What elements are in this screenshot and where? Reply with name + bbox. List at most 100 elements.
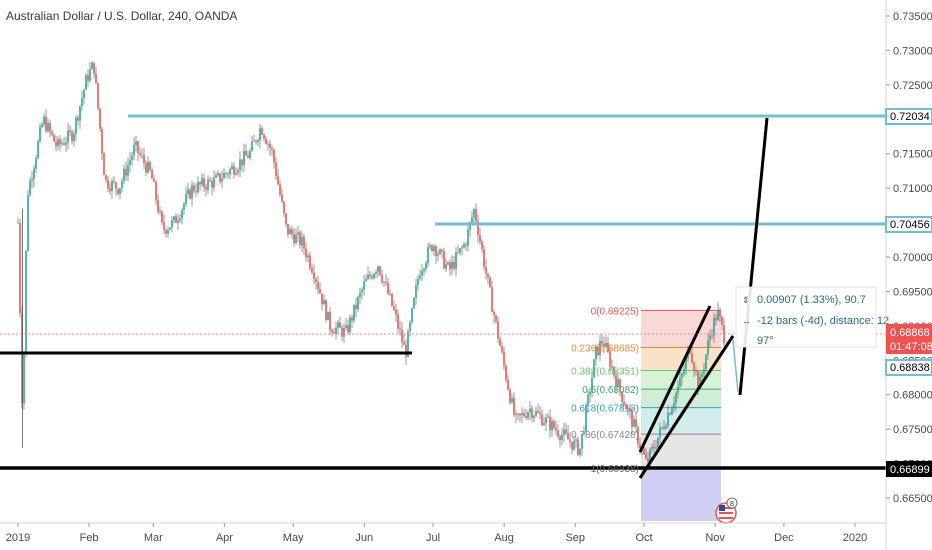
candle-body bbox=[415, 285, 417, 299]
candle-body bbox=[479, 235, 481, 242]
candle-body bbox=[349, 317, 351, 333]
candle-body bbox=[149, 161, 151, 170]
candle-body bbox=[259, 128, 261, 141]
candle-body bbox=[43, 116, 45, 125]
time-tick-label: Mar bbox=[144, 532, 163, 544]
candle-body bbox=[301, 236, 303, 246]
candle-body bbox=[243, 151, 245, 166]
candle-body bbox=[615, 375, 617, 387]
candle-body bbox=[169, 227, 171, 230]
candle-body bbox=[319, 289, 321, 294]
fib-level-label: 0(0.69225) bbox=[591, 306, 639, 317]
candle-body bbox=[491, 287, 493, 312]
time-tick-label: Nov bbox=[705, 532, 725, 544]
candle-body bbox=[667, 413, 669, 427]
candle-body bbox=[465, 244, 467, 246]
candle-body bbox=[463, 244, 465, 248]
candle-body bbox=[561, 434, 563, 441]
candle-body bbox=[375, 271, 377, 274]
candle-body bbox=[621, 391, 623, 402]
candle-body bbox=[325, 300, 327, 320]
candle-body bbox=[365, 279, 367, 282]
candle-body bbox=[705, 354, 707, 369]
candle-body bbox=[335, 327, 337, 334]
candle-body bbox=[681, 373, 683, 378]
svg-text:0.66899: 0.66899 bbox=[890, 464, 930, 476]
candle-body bbox=[537, 411, 539, 413]
candle-body bbox=[563, 429, 565, 435]
candle-body bbox=[517, 413, 519, 415]
candle-body bbox=[117, 188, 119, 195]
price-tag-high: 0.72034 bbox=[885, 108, 932, 125]
drawings[interactable] bbox=[0, 114, 886, 479]
candle-body bbox=[295, 234, 297, 244]
candle-body bbox=[625, 404, 627, 409]
channel-upper-line[interactable] bbox=[638, 305, 712, 453]
candle-body bbox=[605, 343, 607, 347]
svg-text:0.68838: 0.68838 bbox=[890, 362, 930, 374]
bar-countdown: 01:47:08 bbox=[890, 341, 932, 353]
candle-body bbox=[513, 397, 515, 415]
candle-body bbox=[33, 168, 35, 180]
candle-body bbox=[145, 163, 147, 173]
candle-body bbox=[309, 255, 311, 268]
candle-body bbox=[307, 255, 309, 257]
candle-body bbox=[569, 439, 571, 442]
candle-body bbox=[651, 446, 653, 450]
candle-body bbox=[289, 229, 291, 235]
candle-body bbox=[633, 419, 635, 427]
price-tick-label: 0.73500 bbox=[893, 11, 932, 23]
candle-body bbox=[333, 332, 335, 334]
candle-body bbox=[323, 300, 325, 305]
candle-body bbox=[133, 144, 135, 156]
price-tick-label: 0.66500 bbox=[893, 493, 932, 505]
price-tag-close: 0.68838 bbox=[885, 359, 932, 376]
svg-text:8: 8 bbox=[730, 501, 734, 508]
candle-body bbox=[337, 322, 339, 328]
candle-body bbox=[695, 370, 697, 372]
candle-body bbox=[629, 408, 631, 412]
candle-body bbox=[503, 352, 505, 366]
candle-body bbox=[483, 249, 485, 267]
candle-body bbox=[213, 177, 215, 188]
candle-body bbox=[157, 200, 159, 213]
candle-body bbox=[183, 203, 185, 210]
candle-body bbox=[547, 416, 549, 418]
candle-body bbox=[371, 276, 373, 279]
candle-body bbox=[553, 421, 555, 429]
us-flag-event-icon[interactable]: 8 bbox=[715, 497, 738, 524]
candle-body bbox=[417, 279, 419, 286]
candle-body bbox=[623, 401, 625, 405]
candle-body bbox=[237, 169, 239, 173]
candle-body bbox=[511, 397, 513, 403]
candle-body bbox=[493, 311, 495, 316]
candle-body bbox=[305, 248, 307, 257]
time-tick-label: Sep bbox=[565, 532, 585, 544]
candle-body bbox=[321, 293, 323, 305]
candle-body bbox=[467, 229, 469, 246]
candle-body bbox=[29, 180, 31, 196]
time-tick-label: Apr bbox=[216, 532, 233, 544]
candle-body bbox=[85, 75, 87, 90]
candle-body bbox=[715, 317, 717, 321]
candle-body bbox=[217, 173, 219, 176]
candle-body bbox=[475, 209, 477, 222]
fib-zone bbox=[641, 434, 721, 468]
candle-body bbox=[221, 178, 223, 182]
price-axis[interactable]: 0.735000.730000.725000.720000.715000.710… bbox=[885, 0, 932, 550]
candle-body bbox=[139, 152, 141, 155]
candle-body bbox=[165, 229, 167, 234]
candle-body bbox=[247, 155, 249, 158]
time-axis[interactable]: 2019 Feb Mar Apr May Jun Jul Aug Sep Oct Nov Dec 202… bbox=[0, 522, 886, 544]
candle-body bbox=[97, 82, 99, 109]
candle-body bbox=[303, 236, 305, 249]
candle-body bbox=[207, 179, 209, 190]
time-tick-label: Jun bbox=[355, 532, 373, 544]
candle-body bbox=[593, 359, 595, 378]
channel-lower-line[interactable] bbox=[638, 335, 735, 479]
candle-body bbox=[449, 262, 451, 270]
projection-line[interactable] bbox=[738, 117, 769, 396]
candle-body bbox=[229, 169, 231, 175]
candle-body bbox=[451, 261, 453, 270]
